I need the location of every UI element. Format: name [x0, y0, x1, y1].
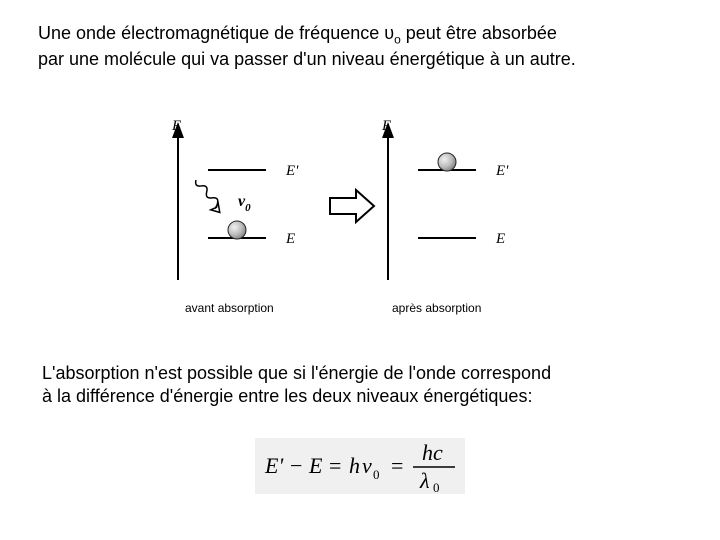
p1-nu-sub: o	[394, 33, 401, 47]
f-minus: −	[290, 453, 302, 478]
axis-label-right: E	[381, 120, 391, 134]
photon-arrow	[189, 178, 225, 216]
p1-l2: par une molécule qui va passer d'un nive…	[38, 49, 576, 69]
formula-svg: E' − E = h ν 0 = hc λ 0	[255, 438, 465, 494]
p1-l1-b: peut être absorbée	[401, 23, 557, 43]
right-upper-label: E'	[495, 163, 509, 179]
diagram-svg: E E' E ν0 E E' E avant absorption	[140, 120, 560, 330]
f-eq2: =	[391, 453, 403, 478]
f-Eprime: E'	[264, 453, 283, 478]
left-lower-label: E	[285, 231, 295, 247]
f-sub0: 0	[373, 467, 380, 482]
left-upper-label: E'	[285, 163, 299, 179]
f-lambda: λ	[419, 468, 430, 493]
slide: Une onde électromagnétique de fréquence …	[0, 0, 720, 540]
p1-l1-a: Une onde électromagnétique de fréquence	[38, 23, 384, 43]
right-lower-label: E	[495, 231, 505, 247]
f-E: E	[308, 453, 323, 478]
axis-label-left: E	[171, 120, 181, 134]
f-hc: hc	[422, 440, 443, 465]
caption-right: après absorption	[392, 301, 481, 315]
p2-l2: à la différence d'énergie entre les deux…	[42, 386, 532, 406]
photon-label: ν0	[238, 193, 251, 214]
caption-left: avant absorption	[185, 301, 274, 315]
formula: E' − E = h ν 0 = hc λ 0	[255, 438, 465, 494]
f-lambda-sub: 0	[433, 480, 440, 494]
molecule-after	[438, 153, 456, 171]
p2-l1: L'absorption n'est possible que si l'éne…	[42, 363, 551, 383]
energy-diagram: E E' E ν0 E E' E avant absorption	[140, 120, 560, 330]
p1-nu: υ	[384, 23, 394, 43]
molecule-before	[228, 221, 246, 239]
condition-paragraph: L'absorption n'est possible que si l'éne…	[42, 362, 551, 409]
intro-paragraph: Une onde électromagnétique de fréquence …	[38, 22, 576, 72]
f-eq1: =	[329, 453, 341, 478]
f-nu: ν	[362, 453, 372, 478]
transition-arrow	[330, 190, 374, 222]
f-h: h	[349, 453, 360, 478]
